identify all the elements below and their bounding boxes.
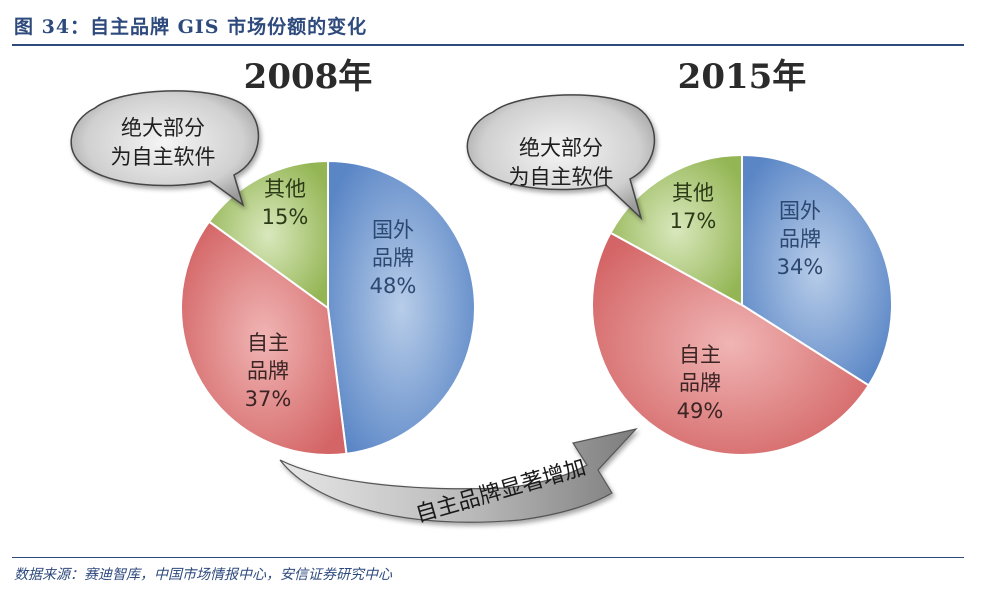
pie-2008-domestic-name-label: 自主	[247, 331, 289, 355]
pie-2008-foreign-name-label: 品牌	[372, 246, 414, 270]
pie-2008-slice-foreign	[327, 159, 476, 455]
pie-2015-domestic-value-label: 49%	[677, 399, 724, 423]
pie-2008-foreign-value-label: 48%	[370, 274, 417, 298]
pie-2015-domestic-name-label: 自主	[679, 343, 721, 367]
callout-bubble-2008: 绝大部分 为自主软件	[70, 90, 260, 207]
pie-2015-other-value-label: 17%	[670, 209, 717, 233]
pie-2015-slice-other	[609, 153, 743, 307]
pie-2015-foreign-name-label: 国外	[779, 199, 821, 223]
callout-2008-line-2: 为自主软件	[111, 145, 216, 169]
pie-2015-foreign-name-label: 品牌	[779, 227, 821, 251]
pie-2015-other-name-label: 其他	[672, 181, 714, 205]
pie-title-2008: 2008年	[244, 57, 373, 97]
pie-2008-domestic-name-label: 品牌	[247, 359, 289, 383]
pie-2008-domestic-value-label: 37%	[245, 387, 292, 411]
pie-2015-foreign-value-label: 34%	[777, 255, 824, 279]
pie-2008-other-value-label: 15%	[262, 205, 309, 229]
source-rule	[12, 557, 964, 558]
pie-2008-other-name-label: 其他	[264, 177, 306, 201]
pie-2015-slice-domestic	[591, 231, 871, 457]
source-note: 数据来源：赛迪智库，中国市场情报中心，安信证券研究中心	[14, 567, 392, 583]
pie-2008-slice-domestic	[180, 220, 348, 456]
callout-2008-line-1: 绝大部分	[121, 116, 205, 140]
pie-title-2015: 2015年	[678, 57, 807, 97]
callout-2015-line-2: 为自主软件	[509, 165, 614, 189]
pie-2015-domestic-name-label: 品牌	[679, 371, 721, 395]
figure-title: 图 34：自主品牌 GIS 市场份额的变化	[14, 16, 368, 38]
title-rule	[12, 44, 964, 46]
pie-2008-foreign-name-label: 国外	[372, 218, 414, 242]
callout-2015-line-1: 绝大部分	[519, 136, 603, 160]
callout-bubble-2015: 绝大部分 为自主软件	[466, 94, 656, 221]
